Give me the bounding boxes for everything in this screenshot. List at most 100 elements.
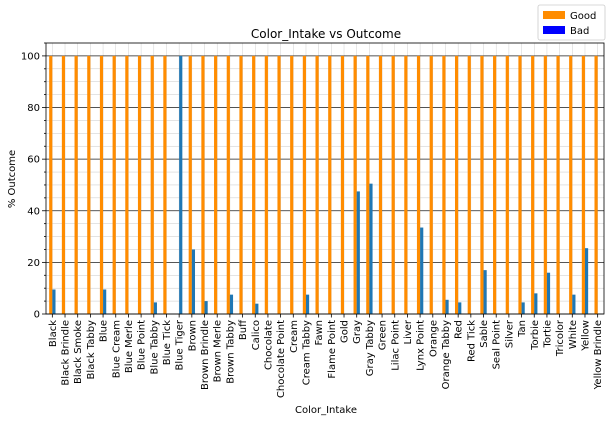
bar-bad — [546, 272, 551, 314]
bar-good — [239, 55, 243, 315]
x-tick-label: Gold — [340, 320, 351, 343]
bar-bad — [191, 249, 196, 314]
bar-good — [87, 55, 91, 315]
chart-title: Color_Intake vs Outcome — [251, 27, 401, 41]
bar-bad — [179, 55, 183, 315]
x-tick-label: White — [568, 320, 579, 349]
y-axis-ticks: 0 20 40 60 80 100 — [21, 42, 46, 321]
x-tick-label: Red Tick — [466, 320, 477, 362]
bar-good — [150, 55, 154, 315]
x-tick-label: Blue Tiger — [175, 319, 186, 370]
bar-good — [290, 55, 294, 315]
x-tick-label: Blue Tick — [162, 320, 173, 365]
bar-good — [137, 55, 142, 315]
bar-good — [277, 55, 281, 315]
x-tick-label: Chocolate Point — [276, 320, 287, 398]
x-tick-label: Black Brindle — [61, 320, 72, 386]
y-tick-label: 0 — [34, 310, 40, 321]
x-tick-label: Brown — [187, 320, 198, 351]
bar-good — [366, 55, 370, 315]
bar-bad — [153, 302, 157, 314]
x-tick-label: Black — [48, 320, 59, 347]
bar-good — [581, 55, 585, 315]
legend: Good Bad — [537, 4, 606, 41]
bar-good — [416, 55, 421, 315]
bar-good — [467, 55, 471, 315]
y-tick-label: 20 — [27, 258, 40, 269]
bar-good — [188, 55, 192, 315]
bar-good — [404, 55, 408, 315]
x-axis-label: Color_Intake — [295, 405, 357, 416]
x-tick-label: Tricolor — [555, 319, 566, 357]
bar-good — [264, 55, 268, 315]
bar-bad — [369, 183, 373, 314]
bar-bad — [204, 301, 208, 314]
y-axis-label: % Outcome — [7, 150, 18, 208]
bar-good — [214, 55, 218, 315]
x-tick-label: Yellow Brindle — [593, 320, 604, 390]
bar-good — [315, 55, 319, 315]
x-tick-label: Blue Merle — [124, 320, 135, 373]
plot-frame — [45, 42, 605, 315]
y-tick-label: 100 — [21, 51, 40, 62]
legend-swatch-bad — [543, 26, 565, 34]
x-tick-label: Fawn — [314, 320, 325, 345]
x-tick-label: Chocolate — [263, 320, 274, 370]
x-tick-label: Gray Tabby — [365, 320, 376, 376]
bar-good — [556, 55, 560, 315]
x-tick-label: Orange — [428, 320, 439, 357]
bar-bad — [584, 248, 589, 314]
bars — [49, 55, 598, 315]
bar-bad — [483, 270, 487, 314]
x-tick-label: Flame Point — [327, 320, 338, 379]
bar-good — [493, 55, 497, 315]
bar-good — [112, 55, 116, 315]
bar-good — [391, 55, 395, 315]
bar-good — [378, 55, 383, 315]
bar-good — [594, 55, 598, 315]
bar-good — [340, 55, 345, 315]
x-tick-label: Brown Brindle — [200, 320, 211, 390]
x-tick-label: Red — [454, 320, 465, 339]
x-tick-label: Blue Tabby — [149, 320, 160, 375]
x-tick-label: Calico — [251, 320, 262, 350]
legend-label-good: Good — [570, 11, 596, 22]
y-tick-label: 40 — [27, 206, 40, 217]
legend-label-bad: Bad — [570, 26, 589, 37]
bar-good — [201, 55, 205, 315]
bar-bad — [103, 289, 107, 314]
bar-good — [353, 55, 357, 315]
x-tick-label: Cream Tabby — [301, 320, 312, 385]
bar-good — [429, 55, 433, 315]
bar-good — [74, 55, 78, 315]
x-tick-label: Blue — [99, 320, 110, 342]
x-tick-label: Liver — [403, 319, 414, 344]
bar-good — [99, 55, 104, 315]
bar-good — [328, 55, 332, 315]
bar-bad — [534, 293, 538, 314]
x-tick-label: Black Tabby — [86, 320, 97, 380]
bar-good — [480, 55, 484, 315]
x-tick-label: Blue Cream — [111, 320, 122, 378]
bar-good — [252, 55, 256, 315]
bar-bad — [255, 303, 259, 314]
bar-bad — [572, 294, 576, 314]
x-tick-label: Seal Point — [492, 320, 503, 369]
bar-bad — [420, 227, 424, 314]
x-tick-label: Tortie — [542, 320, 553, 349]
x-tick-label: Brown Merle — [213, 320, 224, 382]
bar-good — [226, 55, 230, 315]
y-tick-label: 60 — [27, 155, 40, 166]
x-tick-label: Sable — [479, 320, 490, 348]
x-tick-label: Silver — [504, 319, 515, 348]
bar-bad — [52, 289, 56, 314]
bar-good — [61, 55, 66, 315]
x-tick-label: Brown Tabby — [225, 320, 236, 384]
x-tick-label: Cream — [289, 320, 300, 353]
bar-good — [163, 55, 167, 315]
x-tick-label: Lynx Point — [416, 320, 427, 371]
bar-good — [518, 55, 522, 315]
bar-bad — [445, 299, 449, 314]
bar-good — [505, 55, 509, 315]
